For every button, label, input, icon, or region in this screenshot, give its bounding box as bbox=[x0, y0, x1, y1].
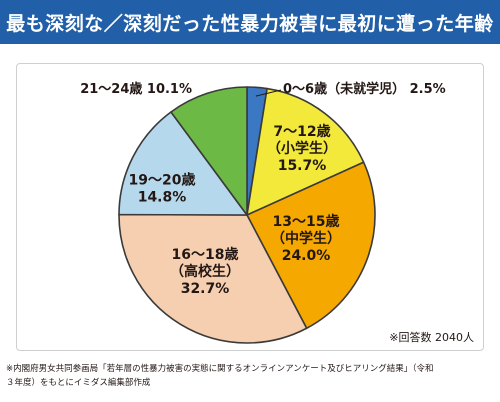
slice-sublabel: （小学生） bbox=[267, 140, 337, 157]
slice-value-label: 14.8% bbox=[138, 190, 187, 206]
slice-value-label: 24.0% bbox=[282, 248, 331, 264]
slice-label: 21～24歳 10.1% bbox=[80, 81, 192, 97]
slice-label: 19～20歳 bbox=[129, 172, 196, 189]
pie-slice bbox=[170, 86, 248, 216]
pie-slice bbox=[118, 213, 308, 344]
pie-slice bbox=[246, 161, 376, 330]
pie-slice bbox=[118, 111, 248, 216]
source-line-1: ※内閣府男女共同参画局「若年層の性暴力被害の実態に関するオンラインアンケート及び… bbox=[6, 364, 434, 374]
leader-line bbox=[255, 89, 282, 97]
slice-value-label: 15.7% bbox=[278, 158, 327, 174]
pie-slice bbox=[246, 87, 365, 216]
slice-label: 0～6歳（未就学児） 2.5% bbox=[283, 81, 446, 97]
slice-value-label: 32.7% bbox=[181, 281, 230, 297]
slice-label: 16～18歳 bbox=[172, 246, 239, 263]
slice-label: 13～15歳 bbox=[273, 213, 340, 230]
slice-label: 7～12歳 bbox=[273, 123, 330, 140]
chart-title: 最も深刻な／深刻だった性暴力被害に最初に遭った年齢 bbox=[0, 0, 500, 44]
source-line-2: ３年度）をもとにイミダス編集部作成 bbox=[6, 378, 151, 388]
source-footnote: ※内閣府男女共同参画局「若年層の性暴力被害の実態に関するオンラインアンケート及び… bbox=[6, 362, 496, 390]
response-count-note: ※回答数 2040人 bbox=[389, 331, 474, 344]
slice-sublabel: （中学生） bbox=[271, 230, 341, 247]
slice-sublabel: （高校生） bbox=[170, 263, 240, 280]
